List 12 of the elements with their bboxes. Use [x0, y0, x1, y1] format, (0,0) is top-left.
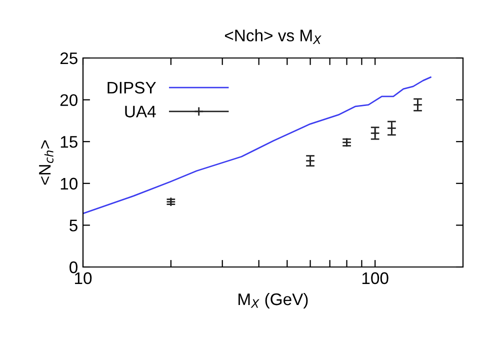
legend-label: DIPSY [108, 82, 156, 94]
chart-title: <Nch> vs M$_{X}$ [224, 29, 322, 44]
y-tick-label: 0 [70, 261, 78, 274]
y-axis-title: <N$_{ch}$> [39, 140, 54, 185]
x-tick-label: 100 [362, 272, 388, 284]
y-tick-label: 25 [60, 52, 78, 64]
y-tick-label: 15 [60, 136, 78, 148]
x-axis-title: M$_{X}$ (GeV) [238, 292, 308, 308]
y-tick-label: 5 [70, 220, 78, 232]
y-tick-label: 20 [60, 94, 78, 106]
y-tick-label: 10 [60, 178, 78, 190]
legend-label: UA4 [125, 106, 156, 118]
